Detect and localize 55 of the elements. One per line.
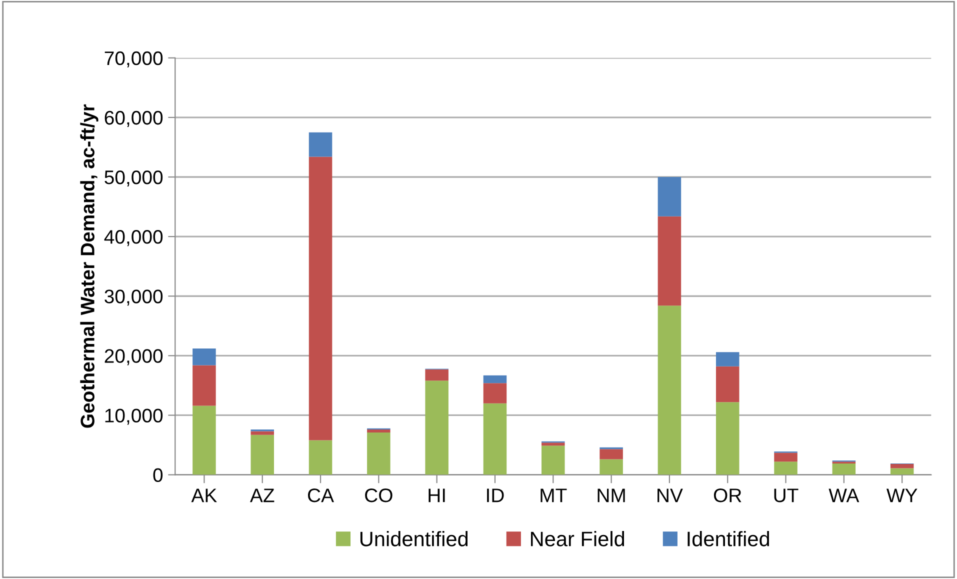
bar [600,449,623,460]
bar [774,452,798,462]
bar [192,348,216,366]
y-tick-label: 20,000 [104,349,163,366]
x-tick-label: ID [487,488,504,502]
x-tick-label: NM [598,488,625,502]
bar [483,375,507,384]
bar [250,434,274,475]
bar [716,402,740,475]
bar [890,464,914,468]
y-tick-label: 60,000 [104,110,163,127]
x-tick-label: AK [191,488,217,502]
bar [600,459,623,475]
x-tick-label: MT [540,488,567,502]
bar [425,369,448,381]
x-tick-label: CA [308,488,334,502]
y-tick-label: 70,000 [104,51,163,68]
x-tick-label: WA [828,488,860,502]
bar [192,406,216,475]
bar [367,432,390,475]
y-tick-label: 10,000 [105,408,163,425]
bar [308,440,332,475]
y-tick-label: 40,000 [104,230,163,246]
bar [192,365,216,406]
bar [308,156,332,440]
bar [542,442,565,446]
x-tick-label: AZ [250,488,274,502]
legend-label: Near Field [531,531,624,546]
x-tick-label: HI [428,488,445,502]
bar [716,366,740,402]
bar [542,446,565,475]
x-tick-label: WY [886,488,918,502]
bar [832,463,856,475]
bar [367,430,390,432]
y-axis-title: Geothermal Water Demand, ac-ft/yr [80,104,98,428]
bar [658,306,682,475]
bar [774,462,798,475]
legend-label: Identified [688,531,770,546]
legend-label: Unidentified [360,531,468,546]
y-tick-label: 50,000 [104,170,163,187]
bar [658,177,682,216]
bar [483,403,507,475]
x-tick-label: OR [714,488,742,502]
x-tick-label: NV [658,488,683,502]
bar [890,468,914,475]
bar [716,352,740,366]
bar [425,380,448,475]
bar [658,216,682,306]
x-tick-label: CO [365,488,392,502]
bar [250,431,274,435]
y-tick-label: 30,000 [104,290,163,306]
bar [483,383,507,404]
y-tick-label: 0 [153,468,163,482]
bar [308,132,332,157]
x-tick-label: UT [774,488,798,502]
